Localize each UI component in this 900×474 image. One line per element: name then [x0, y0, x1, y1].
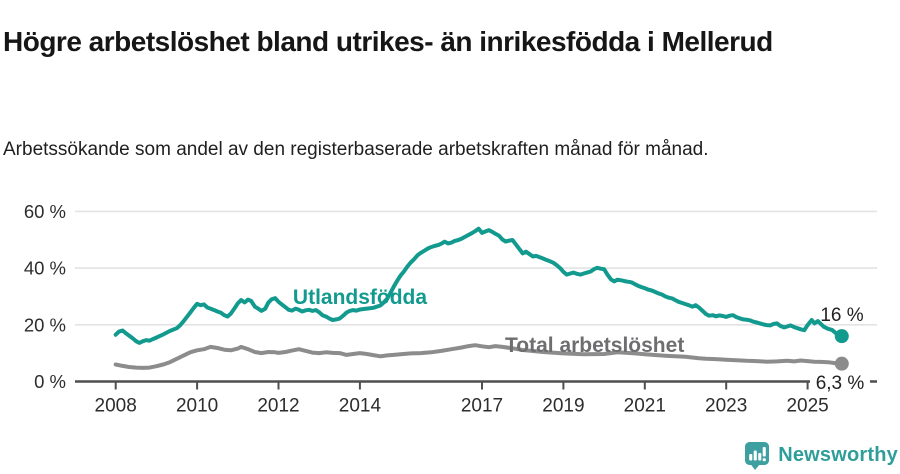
- series-end-dot: [834, 329, 849, 344]
- x-tick-label: 2017: [461, 396, 503, 417]
- newsworthy-logo: Newsworthy: [744, 441, 898, 470]
- y-tick-label: 20 %: [24, 314, 66, 335]
- series-label: Utlandsfödda: [293, 286, 427, 309]
- x-tick-label: 2010: [176, 396, 218, 417]
- series-end-label: 16 %: [820, 305, 863, 326]
- series-label: Total arbetslöshet: [505, 334, 684, 357]
- page-subtitle: Arbetssökande som andel av den registerb…: [3, 139, 709, 160]
- x-tick-label: 2014: [339, 396, 382, 417]
- x-tick-label: 2012: [257, 396, 299, 417]
- x-tick-label: 2021: [624, 396, 666, 417]
- x-tick-label: 2008: [95, 396, 137, 417]
- foreign-born-line: [113, 226, 844, 345]
- series-end-dot: [834, 356, 849, 371]
- total-unemployment-line: [113, 343, 844, 370]
- y-tick-label: 60 %: [24, 201, 66, 222]
- newsworthy-logo-text: Newsworthy: [778, 444, 898, 466]
- y-tick-label: 40 %: [24, 258, 66, 279]
- page-title: Högre arbetslöshet bland utrikes- än inr…: [3, 25, 773, 57]
- x-tick-label: 2025: [786, 396, 828, 417]
- end-label-backing: [810, 371, 870, 396]
- series-end-label: 6,3 %: [816, 373, 865, 394]
- y-tick-label: 0 %: [34, 371, 66, 392]
- x-tick-label: 2023: [705, 396, 747, 417]
- newsworthy-logo-icon: [745, 442, 770, 470]
- x-tick-label: 2019: [542, 396, 584, 417]
